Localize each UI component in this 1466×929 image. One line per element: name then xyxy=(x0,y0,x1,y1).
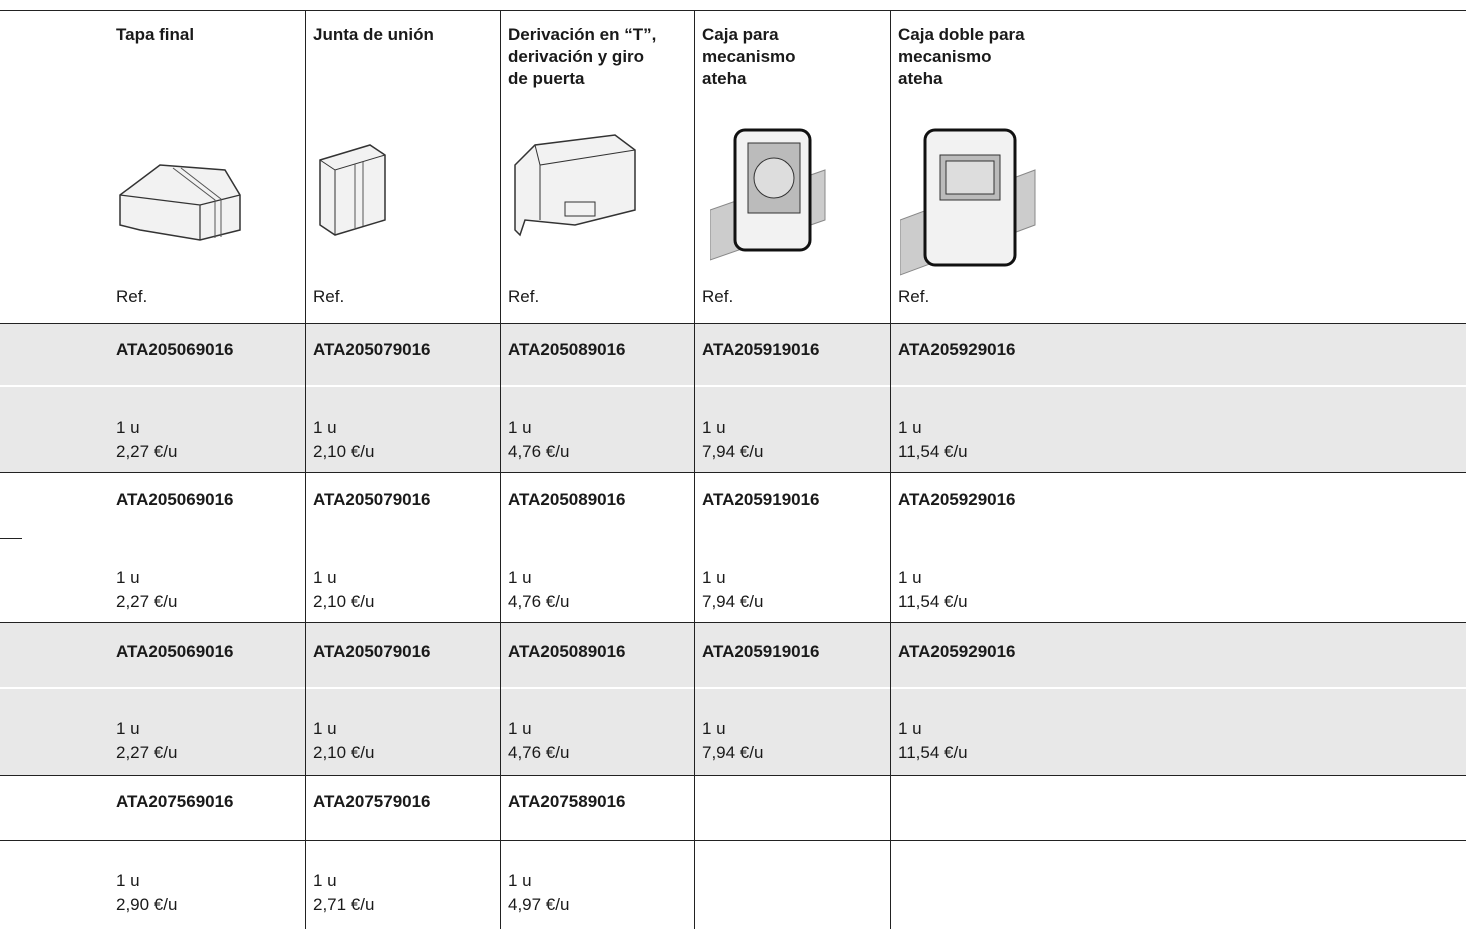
column-title: derivación y giro xyxy=(508,47,645,66)
quantity: 1 u xyxy=(508,871,532,890)
unit-price: 11,54 €/u xyxy=(898,743,968,762)
quantity: 1 u xyxy=(116,568,140,587)
column-title: ateha xyxy=(898,69,943,88)
quantity: 1 u xyxy=(702,568,726,587)
column-title: de puerta xyxy=(508,69,585,88)
unit-price: 4,76 €/u xyxy=(508,592,570,611)
unit-price: 2,10 €/u xyxy=(313,442,375,461)
ref-label: Ref. xyxy=(508,287,540,306)
quantity: 1 u xyxy=(116,418,140,437)
tee-image xyxy=(514,134,636,237)
column-title: Caja para xyxy=(702,25,779,44)
column-rule xyxy=(890,10,891,929)
reference: ATA205089016 xyxy=(508,642,626,661)
ref-label: Ref. xyxy=(313,287,345,306)
quantity: 1 u xyxy=(702,719,726,738)
quantity: 1 u xyxy=(898,568,922,587)
reference: ATA205919016 xyxy=(702,340,820,359)
reference: ATA205079016 xyxy=(313,340,431,359)
unit-price: 2,71 €/u xyxy=(313,895,375,914)
column-title: mecanismo xyxy=(898,47,992,66)
reference: ATA205079016 xyxy=(313,490,431,509)
quantity: 1 u xyxy=(898,418,922,437)
unit-price: 2,27 €/u xyxy=(116,592,178,611)
column-title: mecanismo xyxy=(702,47,796,66)
column-title: Caja doble para xyxy=(898,25,1025,44)
rule xyxy=(0,538,22,539)
rule xyxy=(0,775,1466,776)
end-cap-image xyxy=(119,164,241,241)
rule xyxy=(0,472,1466,473)
column-rule xyxy=(305,10,306,929)
separator xyxy=(0,687,1466,689)
quantity: 1 u xyxy=(313,871,337,890)
unit-price: 4,76 €/u xyxy=(508,743,570,762)
unit-price: 2,10 €/u xyxy=(313,743,375,762)
rule xyxy=(0,840,1466,841)
reference: ATA205069016 xyxy=(116,642,234,661)
quantity: 1 u xyxy=(313,719,337,738)
row-band xyxy=(0,622,1466,775)
reference: ATA205069016 xyxy=(116,340,234,359)
ref-label: Ref. xyxy=(702,287,734,306)
quantity: 1 u xyxy=(313,568,337,587)
unit-price: 2,90 €/u xyxy=(116,895,178,914)
box-image xyxy=(710,128,826,261)
joint-image xyxy=(319,144,386,236)
quantity: 1 u xyxy=(116,719,140,738)
ref-label: Ref. xyxy=(116,287,148,306)
reference: ATA205929016 xyxy=(898,642,1016,661)
rule xyxy=(0,323,1466,324)
column-title: Tapa final xyxy=(116,25,195,44)
unit-price: 4,76 €/u xyxy=(508,442,570,461)
reference: ATA205919016 xyxy=(702,490,820,509)
unit-price: 7,94 €/u xyxy=(702,592,764,611)
column-title: ateha xyxy=(702,69,747,88)
quantity: 1 u xyxy=(508,719,532,738)
unit-price: 2,27 €/u xyxy=(116,743,178,762)
row-band xyxy=(0,323,1466,472)
quantity: 1 u xyxy=(898,719,922,738)
column-title: Junta de unión xyxy=(313,25,434,44)
quantity: 1 u xyxy=(508,568,532,587)
unit-price: 11,54 €/u xyxy=(898,442,968,461)
rule xyxy=(0,622,1466,623)
quantity: 1 u xyxy=(702,418,726,437)
reference: ATA207589016 xyxy=(508,792,626,811)
reference: ATA205079016 xyxy=(313,642,431,661)
unit-price: 11,54 €/u xyxy=(898,592,968,611)
quantity: 1 u xyxy=(116,871,140,890)
unit-price: 2,10 €/u xyxy=(313,592,375,611)
column-rule xyxy=(694,10,695,929)
reference: ATA205919016 xyxy=(702,642,820,661)
column-rule xyxy=(500,10,501,929)
double-box-image xyxy=(900,128,1036,276)
unit-price: 7,94 €/u xyxy=(702,442,764,461)
reference: ATA205069016 xyxy=(116,490,234,509)
quantity: 1 u xyxy=(313,418,337,437)
reference: ATA207579016 xyxy=(313,792,431,811)
column-title: Derivación en “T”, xyxy=(508,25,657,44)
unit-price: 2,27 €/u xyxy=(116,442,178,461)
reference: ATA207569016 xyxy=(116,792,234,811)
quantity: 1 u xyxy=(508,418,532,437)
rule xyxy=(0,10,1466,11)
unit-price: 7,94 €/u xyxy=(702,743,764,762)
reference: ATA205929016 xyxy=(898,340,1016,359)
separator xyxy=(0,385,1466,387)
reference: ATA205929016 xyxy=(898,490,1016,509)
reference: ATA205089016 xyxy=(508,340,626,359)
reference: ATA205089016 xyxy=(508,490,626,509)
unit-price: 4,97 €/u xyxy=(508,895,570,914)
ref-label: Ref. xyxy=(898,287,930,306)
